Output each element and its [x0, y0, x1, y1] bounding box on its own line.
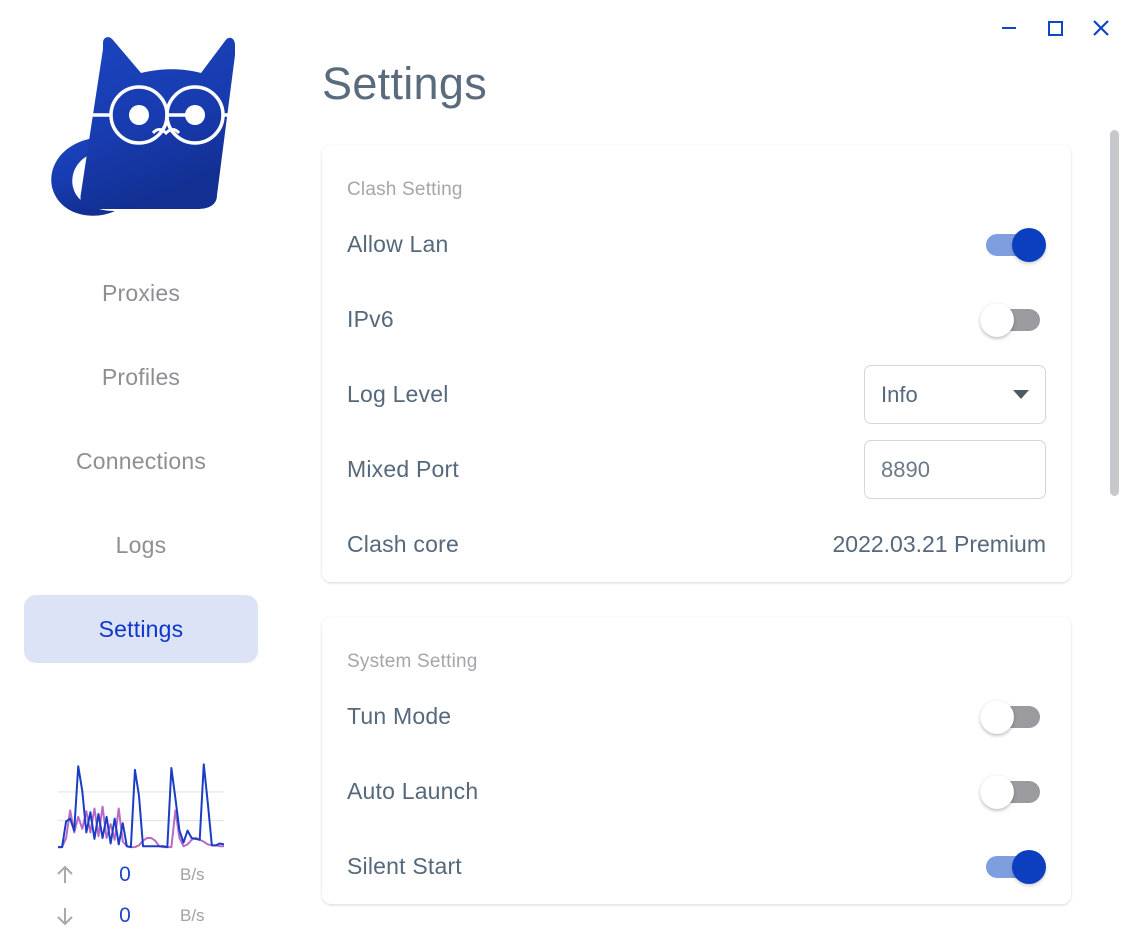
card-title: Clash Setting — [347, 179, 463, 200]
sidebar-item-profiles[interactable]: Profiles — [24, 343, 258, 411]
sidebar-item-label: Proxies — [101, 279, 181, 306]
log-level-value: Info — [881, 381, 918, 407]
clash-verge-cat-logo-icon — [51, 37, 237, 216]
sidebar-item-settings[interactable]: Settings — [24, 595, 258, 663]
setting-row-allow-lan: Allow Lan — [347, 207, 1046, 282]
close-icon — [1093, 20, 1109, 36]
sidebar-item-logs[interactable]: Logs — [24, 511, 258, 579]
setting-row-silent-start: Silent Start — [347, 829, 1046, 904]
traffic-readouts: 0 B/s 0 B/s — [46, 860, 236, 931]
close-button[interactable] — [1078, 5, 1124, 51]
log-level-select[interactable]: Info — [864, 365, 1046, 424]
traffic-panel: 0 B/s 0 B/s — [0, 753, 282, 931]
minimize-icon — [1002, 27, 1016, 29]
sidebar: Proxies Profiles Connections Logs Settin… — [0, 0, 282, 937]
allow-lan-switch[interactable] — [980, 226, 1046, 264]
sidebar-item-label: Settings — [98, 615, 184, 642]
download-speed-unit: B/s — [180, 906, 205, 925]
row-label: Silent Start — [347, 853, 462, 879]
download-speed-value: 0 — [119, 904, 131, 927]
switch-thumb — [980, 302, 1014, 337]
row-label: Allow Lan — [347, 231, 449, 257]
row-label: Clash core — [347, 531, 459, 557]
mixed-port-input[interactable]: 8890 — [864, 440, 1046, 499]
setting-row-mixed-port: Mixed Port 8890 — [347, 432, 1046, 507]
traffic-upload-row: 0 B/s — [46, 860, 236, 890]
upload-speed-value: 0 — [119, 863, 131, 886]
silent-start-switch[interactable] — [980, 848, 1046, 886]
row-label: Auto Launch — [347, 778, 479, 804]
row-label: Tun Mode — [347, 703, 452, 729]
switch-thumb — [1012, 227, 1046, 262]
arrow-down-icon — [46, 903, 84, 929]
setting-row-tun-mode: Tun Mode — [347, 679, 1046, 754]
sidebar-nav: Proxies Profiles Connections Logs Settin… — [0, 259, 282, 663]
minimize-button[interactable] — [986, 5, 1032, 51]
clash-core-version: 2022.03.21 Premium — [832, 531, 1046, 557]
row-label: IPv6 — [347, 306, 394, 332]
sidebar-item-label: Profiles — [101, 363, 181, 390]
switch-thumb — [980, 774, 1014, 809]
vertical-scrollbar[interactable] — [1110, 0, 1120, 937]
setting-row-auto-launch: Auto Launch — [347, 754, 1046, 829]
window-controls — [986, 0, 1124, 56]
chevron-down-icon — [1013, 390, 1029, 399]
sidebar-item-label: Connections — [75, 447, 207, 474]
maximize-button[interactable] — [1032, 5, 1078, 51]
app-logo — [36, 16, 246, 231]
switch-thumb — [980, 699, 1014, 734]
arrow-up-icon — [46, 862, 84, 888]
setting-row-log-level: Log Level Info — [347, 357, 1046, 432]
upload-speed-unit: B/s — [180, 865, 205, 884]
switch-thumb — [1012, 849, 1046, 884]
card-clash-setting: Clash Setting Allow Lan IPv6 Log Level — [322, 145, 1071, 582]
tun-mode-switch[interactable] — [980, 698, 1046, 736]
maximize-icon — [1048, 21, 1063, 36]
setting-row-ipv6: IPv6 — [347, 282, 1046, 357]
sidebar-item-proxies[interactable]: Proxies — [24, 259, 258, 327]
scrollbar-thumb[interactable] — [1110, 130, 1119, 496]
main-content: Settings Clash Setting Allow Lan IPv6 Lo… — [282, 0, 1124, 937]
auto-launch-switch[interactable] — [980, 773, 1046, 811]
row-label: Mixed Port — [347, 456, 459, 482]
setting-row-clash-core: Clash core 2022.03.21 Premium — [347, 507, 1046, 582]
sidebar-item-connections[interactable]: Connections — [24, 427, 258, 495]
card-title: System Setting — [347, 651, 478, 672]
traffic-chart — [58, 753, 224, 853]
sidebar-item-label: Logs — [115, 531, 167, 558]
traffic-download-row: 0 B/s — [46, 901, 236, 931]
mixed-port-value: 8890 — [881, 456, 930, 482]
row-label: Log Level — [347, 381, 449, 407]
card-system-setting: System Setting Tun Mode Auto Launch Sile… — [322, 617, 1071, 904]
page-title: Settings — [322, 58, 487, 109]
ipv6-switch[interactable] — [980, 301, 1046, 339]
